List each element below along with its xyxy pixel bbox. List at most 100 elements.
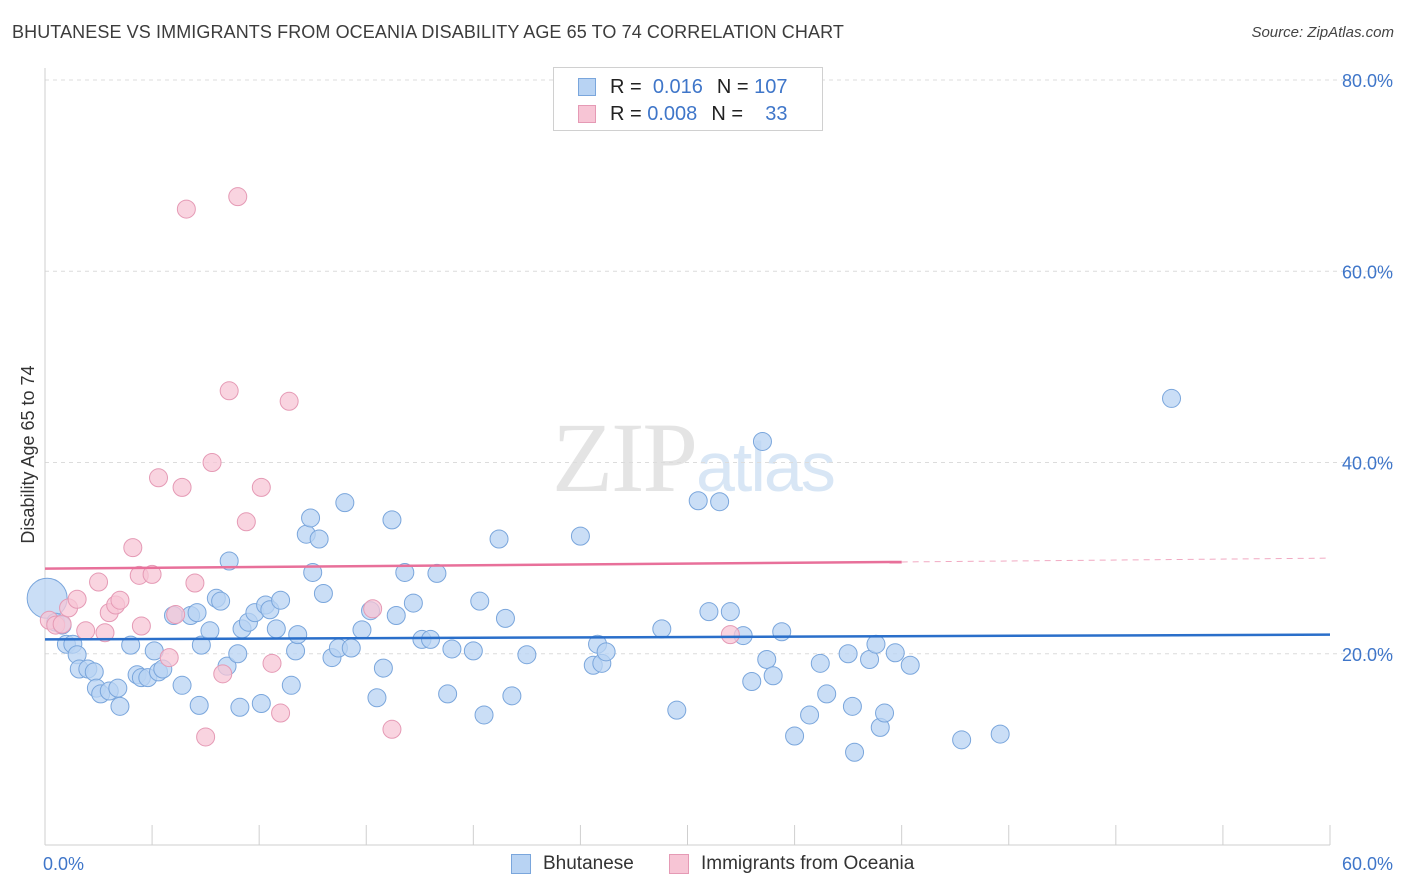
oceania-point (185, 573, 205, 593)
n-label: N = (716, 75, 749, 98)
bhutanese-point (121, 635, 141, 655)
watermark-zip: ZIP (552, 402, 698, 513)
bhutanese-point (367, 688, 387, 708)
bhutanese-point (838, 644, 858, 664)
x-tick-label: 0.0% (43, 854, 84, 874)
bhutanese-point (489, 529, 509, 549)
bhutanese-point (313, 584, 333, 604)
bhutanese-point (219, 551, 239, 571)
r-value: 0.016 (652, 75, 703, 98)
r-label: R = (610, 75, 642, 98)
bhutanese-point (757, 649, 777, 669)
bhutanese-point (271, 590, 291, 610)
bhutanese-point (382, 510, 402, 530)
bhutanese-point (303, 562, 323, 582)
oceania-point (196, 727, 216, 747)
bhutanese-point (885, 643, 905, 663)
bhutanese-point (108, 678, 128, 698)
oceania-point (131, 616, 151, 636)
bhutanese-point (470, 591, 490, 611)
bhutanese-point (763, 666, 783, 686)
bhutanese-point (502, 686, 522, 706)
bhutanese-point (875, 703, 895, 723)
legend-label-oceania: Immigrants from Oceania (701, 853, 915, 874)
oceania-point (271, 703, 291, 723)
bhutanese-point (309, 529, 329, 549)
n-label: N = (711, 102, 743, 125)
legend-item-oceania: Immigrants from Oceania (669, 851, 914, 877)
bhutanese-point (495, 608, 515, 628)
bhutanese-point (386, 606, 406, 625)
bhutanese-point (352, 620, 372, 640)
y-tick-label: 40.0% (1342, 454, 1393, 474)
y-tick-label: 20.0% (1342, 645, 1393, 665)
bhutanese-point (251, 693, 271, 713)
pink-swatch (669, 854, 689, 874)
n-value: 107 (754, 75, 788, 98)
bhutanese-point (228, 644, 248, 664)
bhutanese-point (772, 622, 792, 642)
legend-row-bhutanese: R = 0.016 N = 107 (578, 75, 788, 99)
bhutanese-point (288, 625, 308, 645)
bhutanese-point (652, 619, 672, 639)
bhutanese-point (596, 642, 616, 662)
bhutanese-point (442, 639, 462, 659)
bhutanese-point (187, 603, 207, 623)
y-tick-label: 60.0% (1342, 262, 1393, 282)
oceania-point (228, 187, 248, 207)
bhutanese-point (817, 684, 837, 704)
oceania-point (363, 599, 383, 619)
oceania-trend-line (44, 560, 902, 570)
bhutanese-point (172, 675, 192, 695)
bhutanese-point (474, 705, 494, 725)
oceania-point (720, 625, 740, 645)
oceania-point (202, 453, 222, 472)
bhutanese-point (699, 602, 719, 622)
oceania-point (159, 648, 179, 668)
bhutanese-point (710, 492, 730, 512)
oceania-point (123, 538, 143, 558)
oceania-point (236, 512, 256, 532)
bhutanese-point (463, 641, 483, 661)
blue-swatch (511, 854, 531, 874)
bhutanese-point (335, 493, 355, 513)
oceania-point (76, 621, 96, 641)
oceania-point (149, 468, 169, 488)
oceania-point (166, 605, 186, 625)
oceania-point (172, 477, 192, 497)
oceania-point (251, 477, 271, 497)
bhutanese-point (866, 634, 886, 654)
source-label: Source: ZipAtlas.com (1251, 24, 1394, 41)
bhutanese-trend-line (44, 633, 1331, 641)
bhutanese-point (403, 593, 423, 613)
bhutanese-point (84, 662, 104, 682)
bhutanese-point (341, 638, 361, 658)
legend-item-bhutanese: Bhutanese (511, 851, 634, 877)
bhutanese-point (688, 491, 708, 511)
bhutanese-point (266, 619, 286, 639)
oceania-point (219, 381, 239, 401)
r-value: 0.008 (647, 102, 698, 125)
oceania-point (67, 589, 87, 609)
bhutanese-point (800, 705, 820, 725)
r-label: R = (610, 102, 642, 125)
oceania-point (89, 572, 109, 592)
y-tick-label: 80.0% (1342, 71, 1393, 91)
oceania-point (176, 199, 196, 219)
bhutanese-point (211, 591, 231, 611)
n-value: 33 (765, 102, 788, 125)
bhutanese-point (286, 641, 306, 661)
oceania-point (110, 590, 130, 610)
bhutanese-point (438, 684, 458, 704)
oceania-point (142, 564, 162, 584)
bhutanese-point (301, 508, 321, 528)
blue-swatch (578, 78, 596, 96)
bhutanese-point (810, 653, 830, 673)
legend-label-bhutanese: Bhutanese (543, 853, 634, 874)
oceania-point (262, 653, 282, 673)
bhutanese-point (720, 602, 740, 622)
bhutanese-point (281, 675, 301, 695)
watermark: ZIPatlas (552, 400, 836, 515)
bhutanese-point (845, 742, 865, 762)
correlation-legend: R = 0.016 N = 107 R = 0.008 N = 33 (553, 67, 823, 131)
